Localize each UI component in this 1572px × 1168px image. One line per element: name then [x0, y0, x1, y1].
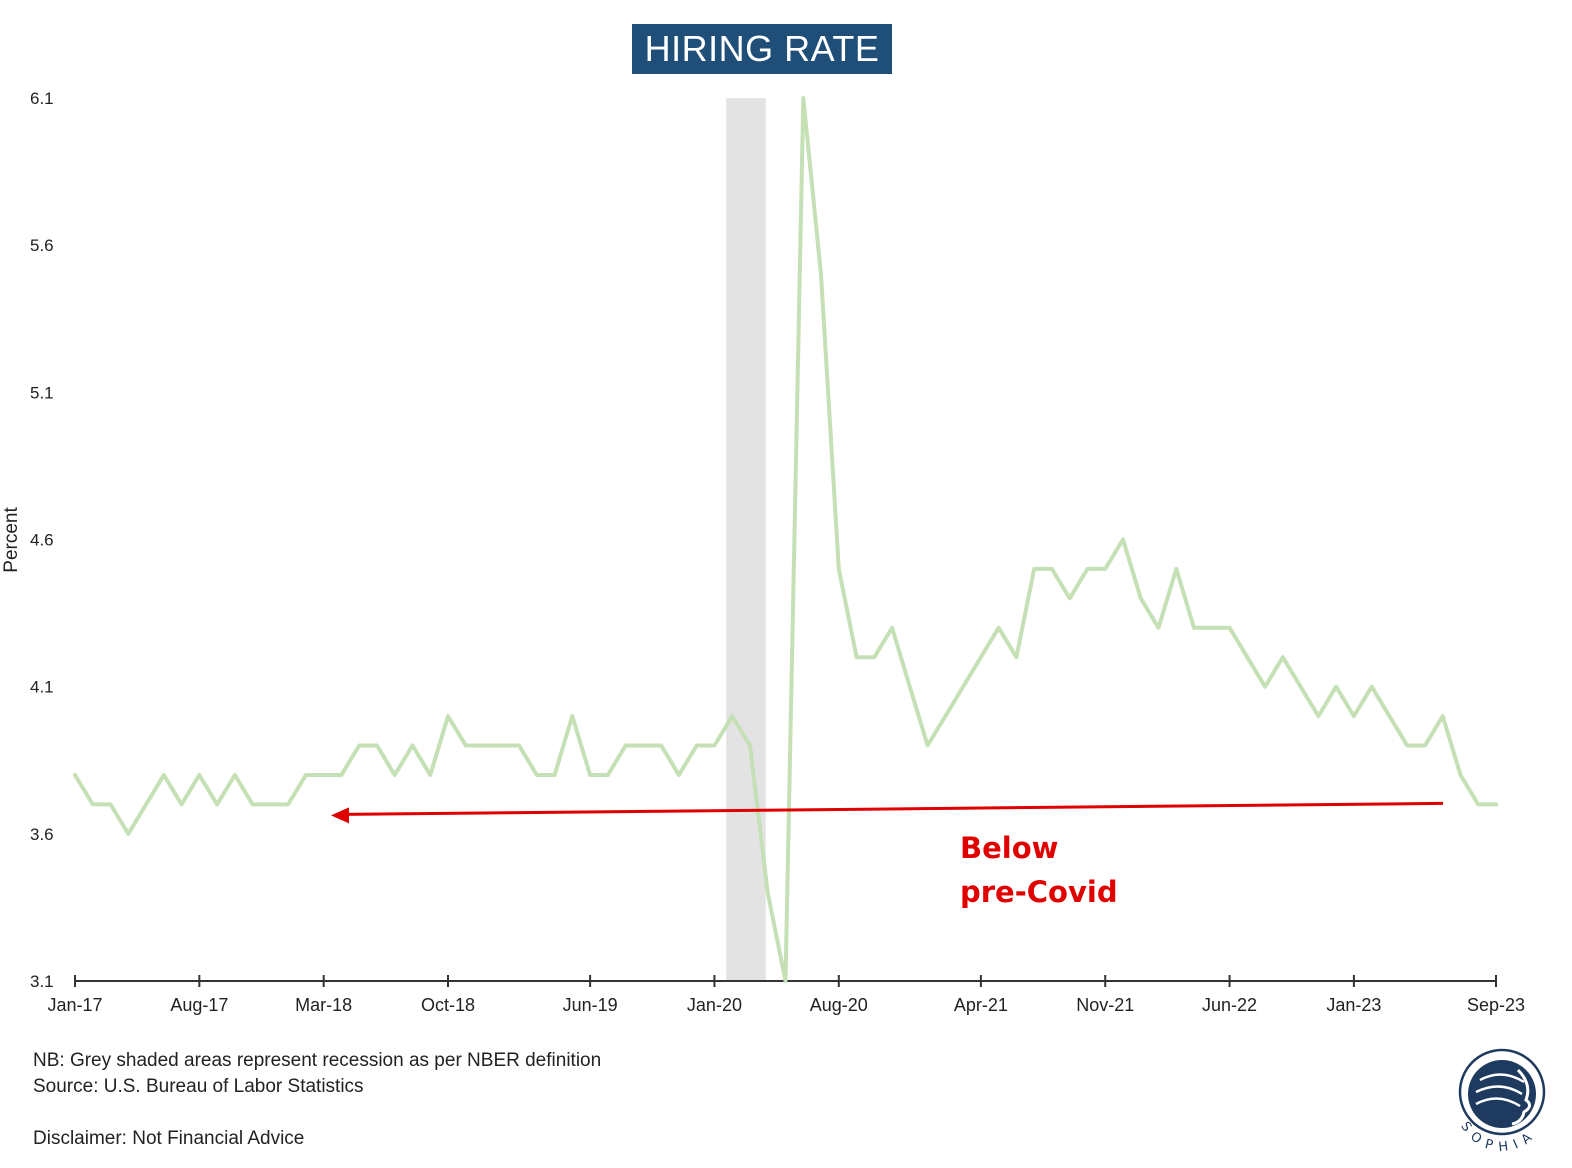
y-tick-label: 3.1 [30, 972, 54, 991]
x-tick-label: Jan-20 [687, 995, 742, 1015]
y-tick-label: 5.6 [30, 236, 54, 255]
x-tick-label: Sep-23 [1467, 995, 1525, 1015]
x-tick-label: Aug-17 [170, 995, 228, 1015]
x-tick-label: Jun-19 [563, 995, 618, 1015]
nber-note: NB: Grey shaded areas represent recessio… [33, 1050, 602, 1071]
annotation-text: Below pre-Covid [960, 826, 1118, 914]
y-tick-label: 6.1 [30, 89, 54, 108]
annotation-arrow [331, 801, 1444, 824]
y-tick-label: 4.1 [30, 678, 54, 697]
x-tick-label: Oct-18 [421, 995, 475, 1015]
x-tick-label: Apr-21 [954, 995, 1008, 1015]
annotation-line-2: pre-Covid [960, 875, 1118, 909]
series-line [73, 96, 1498, 983]
x-tick-label: Jan-17 [47, 995, 102, 1015]
x-tick-label: Jan-23 [1326, 995, 1381, 1015]
y-tick-label: 5.1 [30, 383, 54, 402]
x-tick-label: Jun-22 [1202, 995, 1257, 1015]
annotation-arrow-shaft [344, 801, 1444, 816]
y-tick-label: 3.6 [30, 825, 54, 844]
x-tick-label: Nov-21 [1076, 995, 1134, 1015]
annotation-arrow-head [331, 807, 349, 824]
sophia-logo-icon: SOPHIA [1457, 1048, 1546, 1155]
x-tick-label: Aug-20 [810, 995, 868, 1015]
chart-title: HIRING RATE [632, 24, 892, 74]
x-tick-label: Mar-18 [295, 995, 352, 1015]
disclaimer-note: Disclaimer: Not Financial Advice [33, 1128, 305, 1149]
recession-shading [726, 98, 766, 981]
source-note: Source: U.S. Bureau of Labor Statistics [33, 1076, 364, 1097]
annotation-line-1: Below [960, 831, 1059, 865]
y-axis-label: Percent [1, 507, 22, 573]
y-tick-label: 4.6 [30, 531, 54, 550]
